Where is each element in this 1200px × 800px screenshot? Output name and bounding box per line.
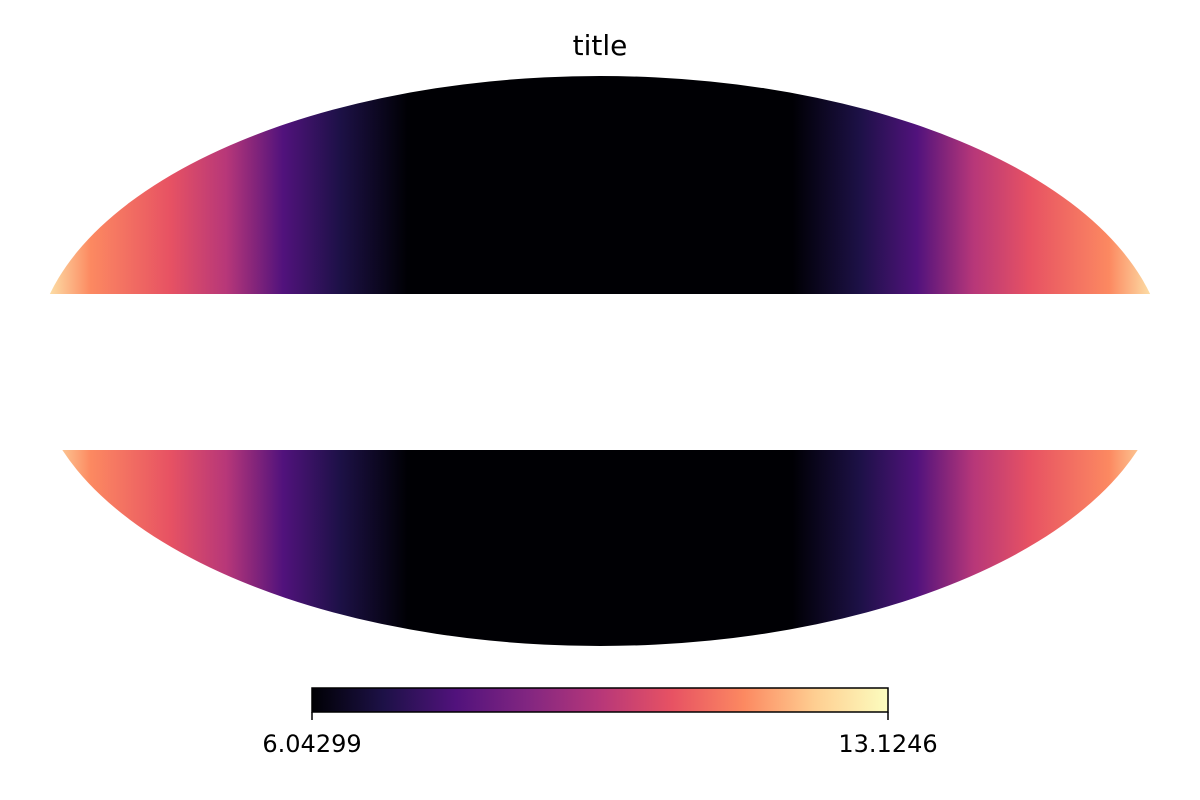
map-south-region xyxy=(62,450,1138,646)
colorbar-fill xyxy=(311,687,889,713)
map-north-region xyxy=(50,76,1150,294)
colorbar-max-label: 13.1246 xyxy=(838,730,937,758)
colorbar: 6.04299 13.1246 xyxy=(262,687,938,758)
chart-title: title xyxy=(573,29,628,62)
masked-band xyxy=(0,294,1200,450)
mollweide-map xyxy=(0,76,1200,646)
colorbar-min-label: 6.04299 xyxy=(262,730,361,758)
